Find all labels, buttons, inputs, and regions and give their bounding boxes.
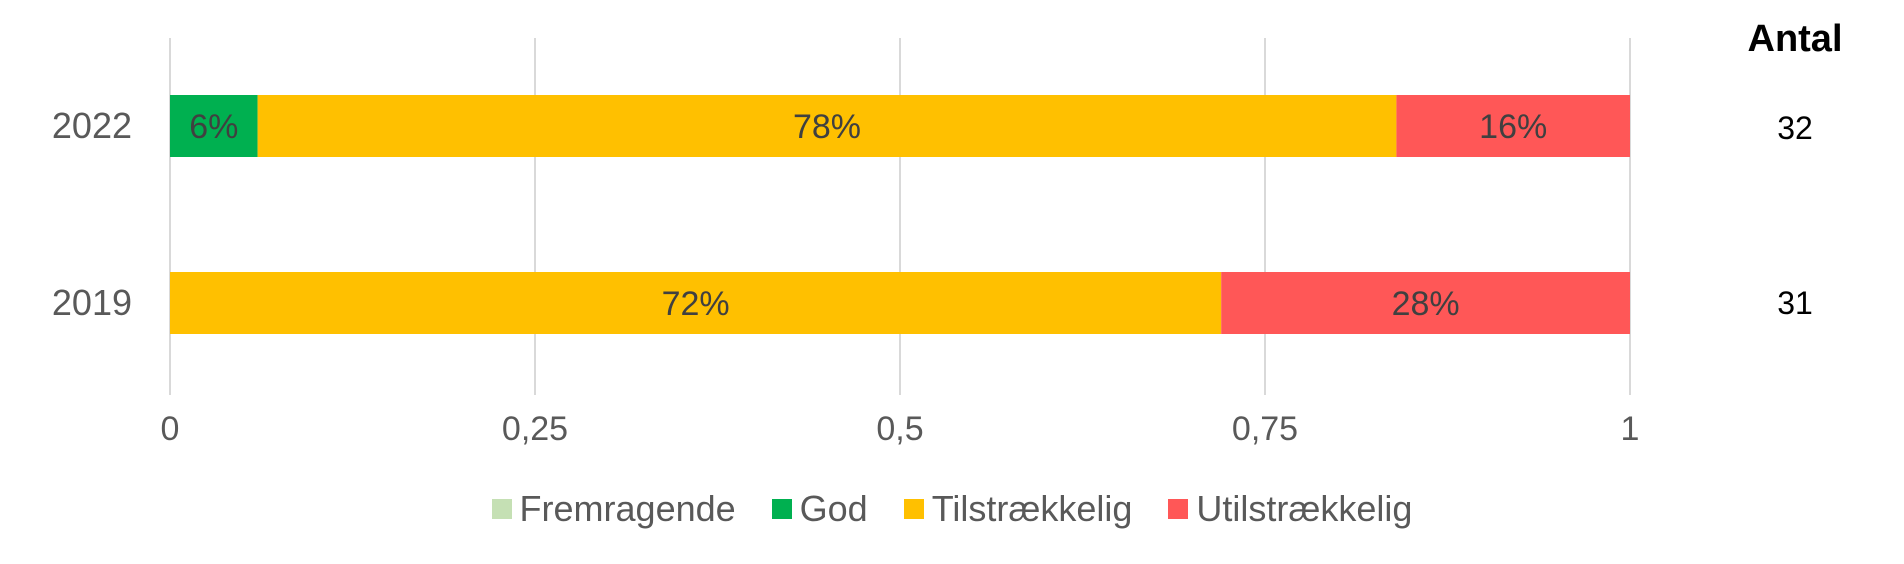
bar-segment <box>1396 95 1630 157</box>
y-category-label: 2022 <box>52 105 132 146</box>
data-label: 6% <box>189 108 238 146</box>
data-label: 78% <box>793 108 861 146</box>
legend-label-god: God <box>799 488 868 529</box>
legend-swatch-utilstraekkelig <box>1168 499 1189 519</box>
data-label: 72% <box>662 285 730 323</box>
legend-item-utilstraekkelig: Utilstrækkelig <box>1168 488 1412 530</box>
legend-swatch-fremragende <box>491 499 512 519</box>
x-tick-label: 0,5 <box>876 410 923 448</box>
x-tick-label: 0,25 <box>502 410 568 448</box>
bar-segment <box>1221 272 1630 334</box>
legend-item-god: God <box>771 488 868 530</box>
legend-swatch-tilstraekkelig <box>903 499 924 519</box>
legend: Fremragende God Tilstrækkelig Utilstrækk… <box>0 488 1904 530</box>
count-value-2019: 31 <box>1777 285 1813 321</box>
bar-segment <box>170 272 1222 334</box>
x-tick-label: 1 <box>1621 410 1640 448</box>
data-label: 28% <box>1392 285 1460 323</box>
bar-segment <box>170 95 258 157</box>
legend-label-tilstraekkelig: Tilstrækkelig <box>931 488 1133 529</box>
legend-item-fremragende: Fremragende <box>491 488 736 530</box>
x-tick-label: 0 <box>161 410 180 448</box>
x-tick-label: 0,75 <box>1232 410 1298 448</box>
legend-label-fremragende: Fremragende <box>519 488 736 529</box>
legend-swatch-god <box>771 499 792 519</box>
data-label: 16% <box>1479 108 1547 146</box>
legend-label-utilstraekkelig: Utilstrækkelig <box>1196 488 1413 529</box>
count-header: Antal <box>1747 18 1843 60</box>
y-category-label: 2019 <box>52 282 132 323</box>
legend-item-tilstraekkelig: Tilstrækkelig <box>903 488 1133 530</box>
count-value-2022: 32 <box>1777 110 1813 146</box>
bar-segment <box>257 95 1397 157</box>
